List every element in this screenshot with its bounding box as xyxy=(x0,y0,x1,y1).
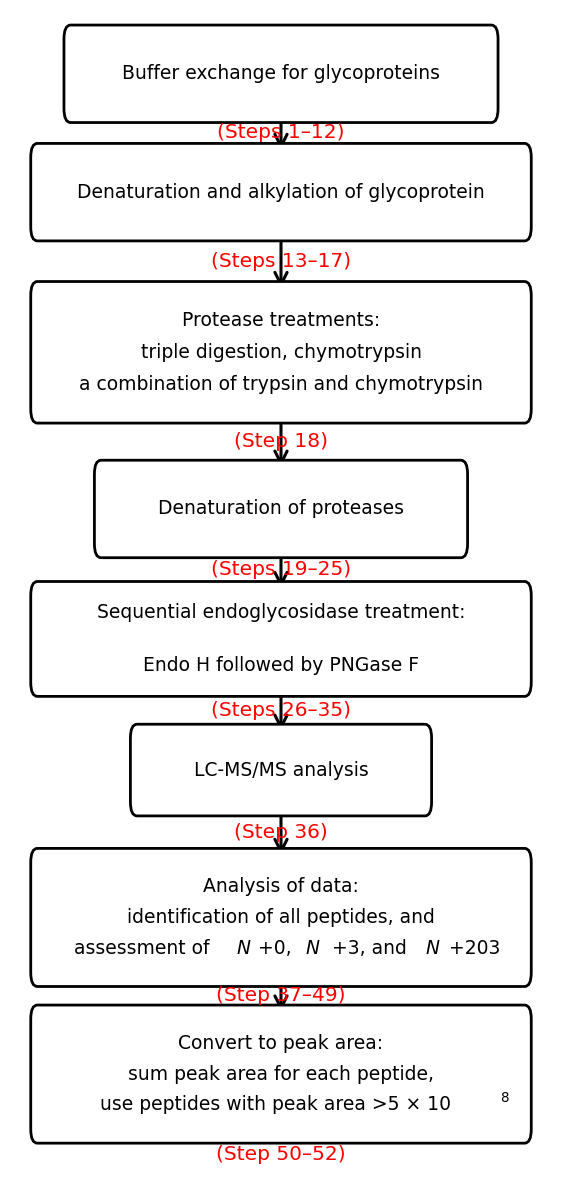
Text: (Step 50–52): (Step 50–52) xyxy=(216,1146,346,1165)
Text: (Step 18): (Step 18) xyxy=(234,433,328,451)
Text: Denaturation of proteases: Denaturation of proteases xyxy=(158,499,404,519)
Text: triple digestion, chymotrypsin: triple digestion, chymotrypsin xyxy=(140,343,422,362)
Text: (Step 36): (Step 36) xyxy=(234,822,328,842)
Text: Convert to peak area:: Convert to peak area: xyxy=(179,1033,383,1053)
FancyBboxPatch shape xyxy=(31,849,531,987)
Text: Buffer exchange for glycoproteins: Buffer exchange for glycoproteins xyxy=(122,64,440,83)
Text: (Steps 13–17): (Steps 13–17) xyxy=(211,252,351,271)
Text: use peptides with peak area >5 × 10: use peptides with peak area >5 × 10 xyxy=(100,1095,451,1115)
Text: +203: +203 xyxy=(448,939,500,958)
Text: (Step 37–49): (Step 37–49) xyxy=(216,986,346,1005)
Text: (Steps 19–25): (Steps 19–25) xyxy=(211,560,351,579)
Text: 8: 8 xyxy=(500,1091,509,1105)
Text: N: N xyxy=(237,939,251,958)
Text: (Steps 26–35): (Steps 26–35) xyxy=(211,701,351,720)
Text: (Steps 1–12): (Steps 1–12) xyxy=(217,124,345,143)
Text: N: N xyxy=(425,939,439,958)
Text: Denaturation and alkylation of glycoprotein: Denaturation and alkylation of glycoprot… xyxy=(77,182,485,201)
FancyBboxPatch shape xyxy=(31,582,531,696)
FancyBboxPatch shape xyxy=(31,143,531,241)
Text: assessment of: assessment of xyxy=(74,939,216,958)
Text: Protease treatments:: Protease treatments: xyxy=(182,311,380,330)
Text: LC-MS/MS analysis: LC-MS/MS analysis xyxy=(194,760,368,780)
FancyBboxPatch shape xyxy=(64,25,498,123)
Text: Analysis of data:: Analysis of data: xyxy=(203,877,359,896)
Text: +0,: +0, xyxy=(258,939,298,958)
Text: a combination of trypsin and chymotrypsin: a combination of trypsin and chymotrypsi… xyxy=(79,374,483,393)
Text: +3, and: +3, and xyxy=(332,939,413,958)
Text: sum peak area for each peptide,: sum peak area for each peptide, xyxy=(128,1064,434,1084)
FancyBboxPatch shape xyxy=(94,460,468,558)
Text: identification of all peptides, and: identification of all peptides, and xyxy=(127,908,435,927)
Text: Sequential endoglycosidase treatment:: Sequential endoglycosidase treatment: xyxy=(97,603,465,622)
FancyBboxPatch shape xyxy=(31,1005,531,1143)
FancyBboxPatch shape xyxy=(130,725,432,815)
FancyBboxPatch shape xyxy=(31,281,531,423)
Text: Endo H followed by PNGase F: Endo H followed by PNGase F xyxy=(143,656,419,675)
Text: N: N xyxy=(305,939,319,958)
